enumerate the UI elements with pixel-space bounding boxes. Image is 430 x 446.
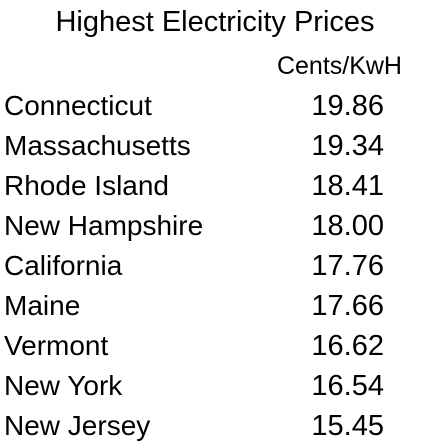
price-value: 17.76: [311, 250, 384, 282]
state-name: Maine: [4, 290, 81, 321]
state-name: Vermont: [4, 330, 109, 361]
column-header-cents-per-kwh: Cents/KwH: [276, 52, 402, 80]
state-name: Connecticut: [4, 90, 152, 121]
state-name: New York: [4, 370, 123, 401]
table-row: California 17.76: [0, 246, 430, 286]
table-row: Maine 17.66: [0, 286, 430, 326]
table-row: Connecticut 19.86: [0, 86, 430, 126]
price-value: 15.45: [311, 410, 384, 442]
state-name: New Jersey: [4, 410, 151, 441]
state-name: New Hampshire: [4, 210, 204, 241]
table-row: Rhode Island 18.41: [0, 166, 430, 206]
price-value: 18.00: [311, 210, 384, 242]
price-value: 19.34: [311, 130, 384, 162]
table-row: Massachusetts 19.34: [0, 126, 430, 166]
price-value: 18.41: [311, 170, 384, 202]
state-name: Massachusetts: [4, 130, 191, 161]
table-row: New Hampshire 18.00: [0, 206, 430, 246]
table-row: New York 16.54: [0, 366, 430, 406]
table-body: Connecticut 19.86 Massachusetts 19.34 Rh…: [0, 86, 430, 446]
price-value: 16.62: [311, 330, 384, 362]
state-name: Rhode Island: [4, 170, 170, 201]
table-row: Vermont 16.62: [0, 326, 430, 366]
state-name: California: [4, 250, 123, 281]
price-value: 19.86: [311, 90, 384, 122]
table-row: New Jersey 15.45: [0, 406, 430, 446]
price-value: 16.54: [311, 370, 384, 402]
price-value: 17.66: [311, 290, 384, 322]
table-title: Highest Electricity Prices: [55, 6, 375, 38]
